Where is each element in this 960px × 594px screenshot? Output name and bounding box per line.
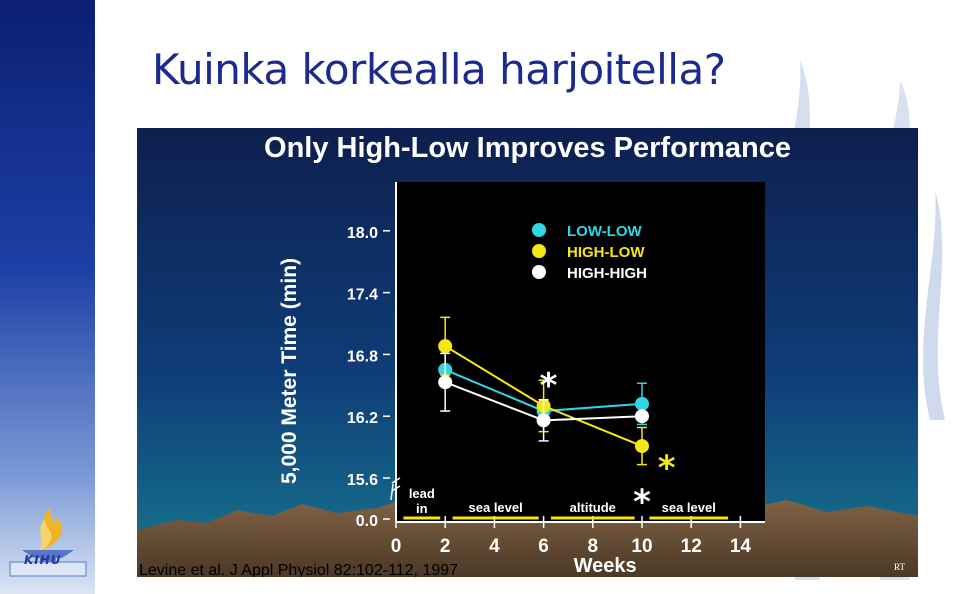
data-point <box>438 375 453 390</box>
corner-mark: RT <box>894 562 905 572</box>
citation: Levine et al. J Appl Physiol 82:102-112,… <box>139 562 459 577</box>
y-tick-label: 16.8 <box>347 348 378 365</box>
legend-label: HIGH-HIGH <box>567 265 647 282</box>
slide-title: Kuinka korkealla harjoitella? <box>152 45 726 94</box>
legend-marker <box>532 265 546 279</box>
legend-marker <box>532 244 546 258</box>
data-point <box>635 396 649 411</box>
x-tick-label: 4 <box>489 536 500 557</box>
significance-layer: *** <box>540 366 676 522</box>
x-axis-label: Weeks <box>574 555 637 577</box>
series-layer <box>438 316 649 466</box>
legend-label: LOW-LOW <box>567 223 643 240</box>
plot-panel <box>396 182 765 522</box>
y-tick-label: 17.4 <box>347 287 378 304</box>
chart-figure: 0.0 15.6 16.2 16.8 17.4 18.0 0 2 4 6 8 10 12 14 Weeks 5… <box>137 128 918 577</box>
x-tick-label: 12 <box>681 536 702 557</box>
torch-flame-icon <box>9 508 87 577</box>
data-point <box>635 409 649 424</box>
legend-label: HIGH-LOW <box>567 244 645 261</box>
y-tick-label: 0.0 <box>356 513 378 530</box>
logo-text: KIHU <box>24 553 62 567</box>
phase-bracket <box>390 483 394 501</box>
significance-asterisk: * <box>540 366 558 406</box>
phase-label: sea level <box>662 500 716 515</box>
data-point <box>438 339 453 354</box>
axis-layer: 0.0 15.6 16.2 16.8 17.4 18.0 0 2 4 6 8 10 12 14 Weeks 5… <box>278 182 765 577</box>
phase-label: altitude <box>570 500 616 515</box>
x-tick-label: 8 <box>588 536 599 557</box>
data-point <box>536 413 551 428</box>
y-axis-label: 5,000 Meter Time (min) <box>278 258 301 484</box>
significance-asterisk: * <box>633 482 651 522</box>
x-tick-label: 6 <box>538 536 549 557</box>
x-tick-label: 0 <box>391 536 402 557</box>
sidebar-band: KIHU <box>0 0 95 594</box>
phase-label: in <box>416 501 428 516</box>
y-tick-label: 15.6 <box>347 472 378 489</box>
phase-label: lead <box>409 486 435 501</box>
legend-marker <box>532 223 546 237</box>
chart-svg: 0.0 15.6 16.2 16.8 17.4 18.0 0 2 4 6 8 10 12 14 Weeks 5… <box>137 182 918 577</box>
y-tick-label: 18.0 <box>347 225 378 242</box>
phase-label: sea level <box>469 500 523 515</box>
x-tick-label: 2 <box>440 536 451 557</box>
chart-title: Only High-Low Improves Performance <box>264 132 791 164</box>
legend: LOW-LOW HIGH-LOW HIGH-HIGH <box>532 223 647 282</box>
x-tick-label: 10 <box>631 536 652 557</box>
x-tick-label: 14 <box>730 536 752 557</box>
axis-break-mark <box>391 477 401 492</box>
data-point <box>635 439 649 454</box>
significance-asterisk: * <box>658 448 676 488</box>
y-tick-label: 16.2 <box>347 410 378 427</box>
